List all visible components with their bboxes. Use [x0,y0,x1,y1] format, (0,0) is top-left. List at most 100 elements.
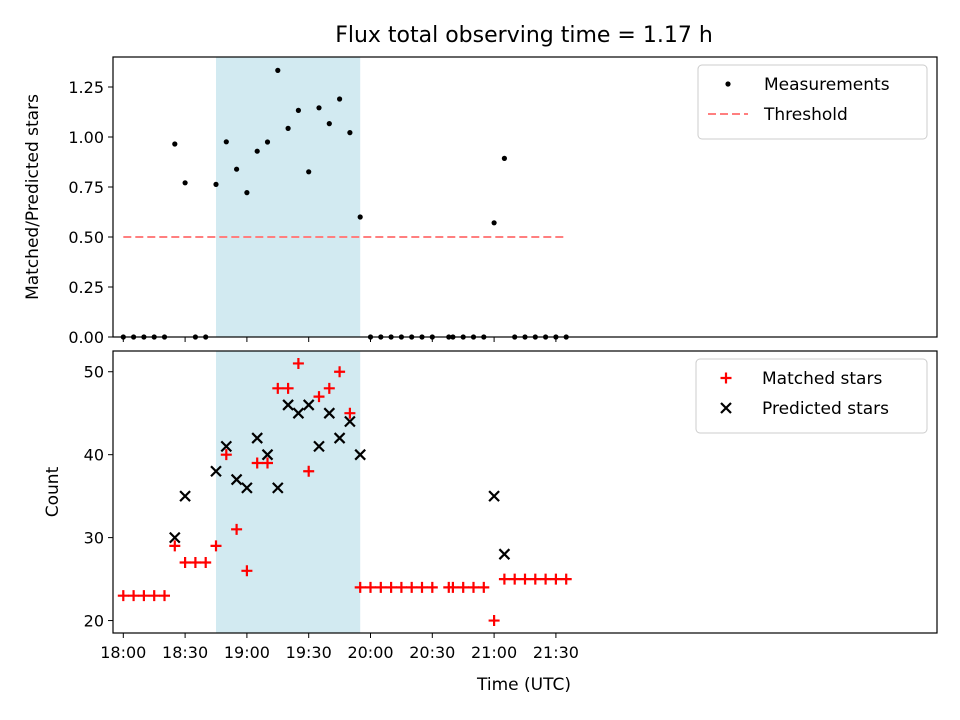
data-point [426,581,438,593]
legend: Matched stars Predicted stars [695,358,928,434]
data-point [375,581,387,593]
data-point [234,166,240,172]
observing-window-band [216,57,361,337]
data-point [498,548,511,560]
data-point [550,573,562,585]
data-point [172,141,178,147]
data-point [406,581,418,593]
data-point [169,540,181,552]
data-point [357,214,363,220]
data-point [478,581,490,593]
chart-title: Flux total observing time = 1.17 h [335,23,713,48]
data-point [159,590,170,602]
data-point [220,449,232,461]
legend-box [695,358,928,434]
series-matched-stars [117,357,572,627]
data-point [261,448,274,461]
bottom-panel-counts: 20 30 40 50 Count 18:00 18:30 19:00 19:30 20:00 20… [43,350,938,662]
legend-label: Predicted stars [762,399,889,419]
data-point [560,573,572,585]
y-tick-label: 20 [84,612,104,631]
data-point [295,107,301,113]
data-point [323,407,336,419]
data-point [488,615,500,627]
data-point [313,391,325,403]
data-point [138,590,150,602]
data-point [262,457,273,469]
data-point [468,581,479,593]
data-point [326,121,332,127]
y-tick-label: 0.75 [68,178,104,197]
data-point [333,432,346,444]
data-point [200,557,212,568]
data-point [292,407,305,419]
data-point [282,382,294,394]
data-point [337,96,343,102]
data-point [241,565,253,577]
data-point [169,531,181,544]
y-axis-label: Matched/Predicted stars [23,94,43,300]
x-tick-label: 20:00 [347,643,393,662]
legend-label: Measurements [764,75,890,95]
data-point [491,220,497,226]
data-point [519,573,531,585]
data-point [416,581,428,593]
data-point [223,139,229,145]
x-axis-label: Time (UTC) [476,675,571,695]
y-axis-label: Count [43,466,63,517]
data-point [540,573,552,585]
series-predicted-stars [169,399,511,560]
data-point [148,590,160,602]
data-point [313,440,325,453]
data-point [213,181,219,187]
data-point [244,190,250,196]
data-point [365,581,376,593]
y-tick-label: 0.25 [68,278,104,297]
data-point [488,490,500,502]
data-point [323,382,335,394]
data-point [117,590,129,602]
data-point [303,465,315,477]
data-point [347,130,353,136]
top-panel-ratio: 0.00 0.25 0.50 0.75 1.00 1.25 Matched/Predicte… [23,56,938,347]
data-point [302,399,315,411]
data-point [395,581,407,593]
axes-frame [112,56,938,338]
x-tick-label: 21:30 [533,643,579,662]
data-point [241,482,253,494]
legend-label: Matched stars [762,369,882,389]
data-point [230,473,243,486]
data-point [334,366,346,378]
data-point [189,557,201,568]
legend: Measurements Threshold [697,64,928,140]
data-point [179,557,191,568]
data-point [275,67,281,73]
data-point [231,523,243,535]
data-point [251,457,263,469]
data-point [316,105,322,111]
y-tick-label: 1.25 [68,78,104,97]
series-measurements [120,67,569,340]
y-tick-label: 0.00 [68,328,104,347]
data-point [220,440,233,453]
y-tick-label: 30 [84,529,104,548]
x-tick-label: 19:30 [286,643,332,662]
data-point [292,357,304,369]
data-point [210,465,222,478]
legend-marker [720,402,732,414]
data-point [251,432,263,444]
data-point [457,581,469,593]
data-point [354,581,366,593]
y-tick-label: 50 [84,363,104,382]
data-point [272,382,284,394]
legend-marker [720,372,732,384]
data-point [210,540,222,552]
data-point [306,169,312,175]
data-point [264,139,271,145]
x-tick-label: 21:00 [471,643,517,662]
data-point [529,573,541,585]
data-point [282,399,294,411]
data-point [447,581,459,593]
x-tick-label: 18:30 [162,643,208,662]
